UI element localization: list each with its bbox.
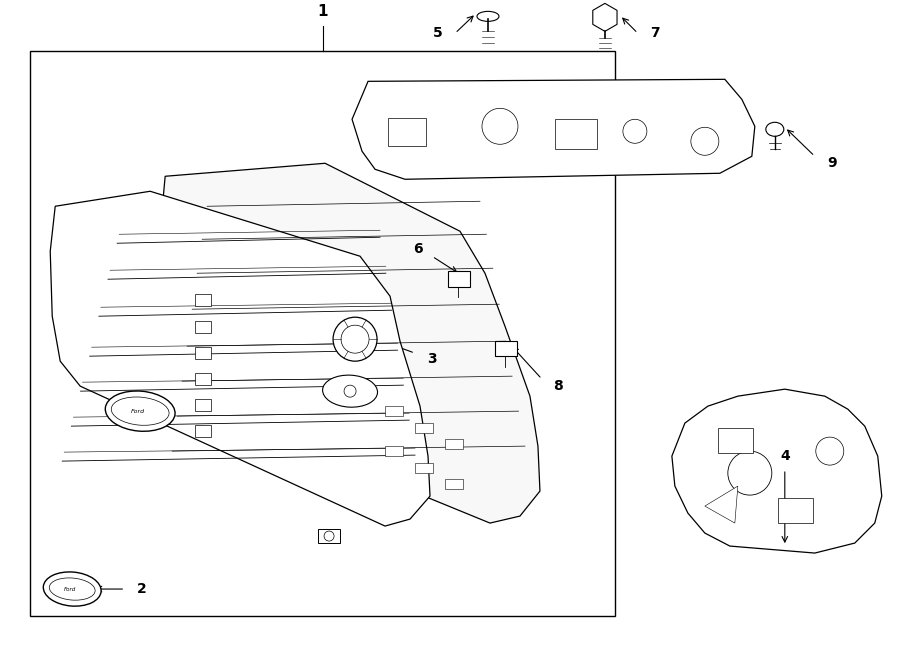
Text: 9: 9 bbox=[827, 156, 837, 171]
Ellipse shape bbox=[766, 122, 784, 136]
Bar bbox=[318, 529, 340, 543]
Text: 7: 7 bbox=[650, 26, 660, 40]
Bar bbox=[495, 341, 517, 356]
Text: 8: 8 bbox=[554, 379, 562, 393]
Ellipse shape bbox=[477, 11, 499, 21]
Circle shape bbox=[344, 385, 356, 397]
Bar bbox=[195, 321, 212, 333]
Bar bbox=[195, 294, 212, 306]
Polygon shape bbox=[50, 191, 430, 526]
Ellipse shape bbox=[50, 578, 95, 600]
Text: 5: 5 bbox=[433, 26, 443, 40]
Polygon shape bbox=[160, 163, 540, 523]
Bar bbox=[718, 428, 752, 453]
Bar bbox=[31, 52, 615, 616]
Bar bbox=[415, 463, 433, 473]
Bar bbox=[388, 118, 426, 146]
Bar bbox=[195, 347, 212, 359]
Circle shape bbox=[728, 451, 772, 495]
Text: Ford: Ford bbox=[131, 408, 145, 414]
Ellipse shape bbox=[43, 572, 101, 606]
Circle shape bbox=[341, 325, 369, 353]
Circle shape bbox=[333, 317, 377, 361]
Circle shape bbox=[482, 108, 518, 144]
Bar bbox=[195, 425, 212, 437]
Bar bbox=[415, 423, 433, 433]
Bar bbox=[195, 373, 212, 385]
Ellipse shape bbox=[112, 397, 169, 425]
Bar bbox=[385, 406, 403, 416]
Bar bbox=[385, 446, 403, 456]
Polygon shape bbox=[672, 389, 882, 553]
Circle shape bbox=[324, 531, 334, 541]
Polygon shape bbox=[352, 79, 755, 179]
Text: 4: 4 bbox=[780, 449, 789, 463]
Circle shape bbox=[691, 128, 719, 155]
Text: 3: 3 bbox=[428, 352, 436, 366]
Circle shape bbox=[623, 119, 647, 143]
Ellipse shape bbox=[105, 391, 176, 431]
Bar bbox=[445, 479, 463, 489]
Bar bbox=[448, 271, 470, 288]
Text: 6: 6 bbox=[413, 242, 423, 256]
Text: 1: 1 bbox=[318, 5, 328, 19]
Bar bbox=[445, 439, 463, 449]
Text: Ford: Ford bbox=[64, 586, 76, 592]
Bar bbox=[195, 399, 212, 411]
Bar bbox=[778, 498, 813, 523]
Text: 2: 2 bbox=[138, 582, 147, 596]
Circle shape bbox=[815, 437, 844, 465]
Bar bbox=[555, 119, 597, 149]
Polygon shape bbox=[705, 486, 738, 523]
Ellipse shape bbox=[322, 375, 377, 407]
